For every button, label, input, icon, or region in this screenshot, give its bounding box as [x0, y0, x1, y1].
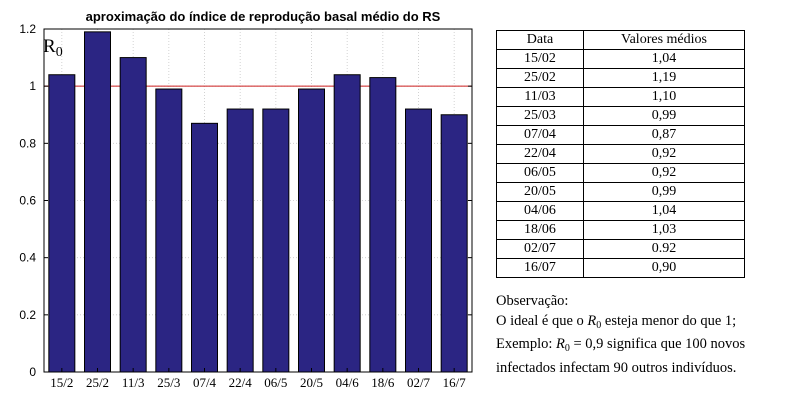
y-tick-label: 0.8	[19, 136, 36, 150]
y-tick-label: 0.2	[19, 308, 36, 322]
table-cell-date: 16/07	[496, 258, 584, 278]
x-tick-label: 07/4	[193, 375, 217, 390]
x-tick-label: 25/2	[86, 375, 109, 390]
bar	[155, 88, 183, 373]
bar	[369, 77, 397, 373]
notes-line-1: O ideal é que o R0 esteja menor do que 1…	[496, 312, 737, 331]
table-cell-value: 0,99	[583, 182, 745, 202]
chart-title: aproximação do índice de reprodução basa…	[86, 9, 441, 24]
data-table: Data Valores médios 15/02 1,04 25/02 1,19 11…	[496, 30, 745, 278]
table-cell-date: 20/05	[496, 182, 584, 202]
x-tick-label: 15/2	[50, 375, 73, 390]
table-row: 15/02 1,04	[496, 49, 745, 69]
header-date: Data	[496, 30, 584, 50]
table-cell-date: 02/07	[496, 239, 584, 259]
x-tick-label: 18/6	[371, 375, 395, 390]
table-row: 04/06 1,04	[496, 201, 745, 221]
table-row: 16/07 0,90	[496, 258, 745, 278]
x-tick-label: 16/7	[443, 375, 467, 390]
x-tick-label: 04/6	[336, 375, 360, 390]
bar	[298, 88, 325, 373]
y-tick-label: 0	[29, 365, 36, 379]
table-row: 06/05 0,92	[496, 163, 745, 183]
bar	[333, 74, 361, 373]
table-cell-date: 15/02	[496, 49, 584, 69]
table-cell-value: 0.92	[583, 239, 745, 259]
table-cell-date: 04/06	[496, 201, 584, 221]
table-cell-date: 22/04	[496, 144, 584, 164]
table-row: 18/06 1,03	[496, 220, 745, 240]
bar	[191, 122, 218, 373]
table-cell-date: 25/02	[496, 68, 584, 88]
y-tick-label: 0.4	[19, 251, 36, 265]
bar	[48, 74, 76, 373]
table-cell-value: 1,10	[583, 87, 745, 107]
x-tick-label: 11/3	[122, 375, 145, 390]
table-cell-value: 1,03	[583, 220, 745, 240]
table-row: 11/03 1,10	[496, 87, 745, 107]
notes-line-2: Exemplo: R0 = 0,9 significa que 100 novo…	[496, 336, 746, 354]
table-cell-value: 0,99	[583, 106, 745, 126]
x-tick-label: 20/5	[300, 375, 323, 390]
header-values: Valores médios	[583, 30, 745, 50]
plot-frame	[43, 28, 473, 373]
notes: Observação: O ideal é que o R0 esteja me…	[496, 292, 745, 378]
table-cell-date: 06/05	[496, 163, 584, 183]
table-header-row: Data Valores médios	[496, 30, 745, 50]
table-cell-value: 1,04	[583, 201, 745, 221]
table-cell-value: 0,92	[583, 144, 745, 164]
table-cell-value: 1,04	[583, 49, 745, 69]
bar	[405, 108, 432, 373]
bar	[84, 31, 111, 373]
table-cell-date: 25/03	[496, 106, 584, 126]
axis-ticks: 0 0.2 0.4 0.6 0.8 1 1.2 15/2 25/2 11/3 25/3 07/4 22/…	[19, 22, 472, 390]
x-tick-label: 22/4	[229, 375, 253, 390]
table-cell-date: 11/03	[496, 87, 584, 107]
table-row: 25/02 1,19	[496, 68, 745, 88]
bar	[226, 108, 254, 373]
table-cell-value: 0,90	[583, 258, 745, 278]
notes-line-3: infectados infectam 90 outros indivíduos…	[496, 359, 737, 376]
bars	[48, 31, 468, 373]
bar	[440, 114, 468, 373]
table-row: 02/07 0.92	[496, 239, 745, 259]
bar	[262, 108, 290, 373]
table-cell-date: 07/04	[496, 125, 584, 145]
table-row: 22/04 0,92	[496, 144, 745, 164]
table-row: 25/03 0,99	[496, 106, 745, 126]
x-tick-label: 02/7	[407, 375, 431, 390]
table-row: 07/04 0,87	[496, 125, 745, 145]
y-tick-label: 1	[29, 79, 36, 93]
bar	[119, 57, 147, 373]
table-cell-value: 0,87	[583, 125, 745, 145]
table-cell-date: 18/06	[496, 220, 584, 240]
bar-chart: aproximação do índice de reprodução basa…	[19, 9, 473, 390]
y-tick-label: 0.6	[19, 194, 36, 208]
notes-heading: Observação:	[496, 293, 569, 309]
x-tick-label: 06/5	[264, 375, 287, 390]
table-cell-value: 0,92	[583, 163, 745, 183]
y-tick-label: 1.2	[19, 22, 36, 36]
table-cell-value: 1,19	[583, 68, 745, 88]
r0-annotation: R0	[43, 36, 63, 60]
table-body: 15/02 1,04 25/02 1,19 11/03 1,10 25/03 0,99 07/0…	[496, 49, 745, 278]
x-tick-label: 25/3	[157, 375, 180, 390]
table-row: 20/05 0,99	[496, 182, 745, 202]
